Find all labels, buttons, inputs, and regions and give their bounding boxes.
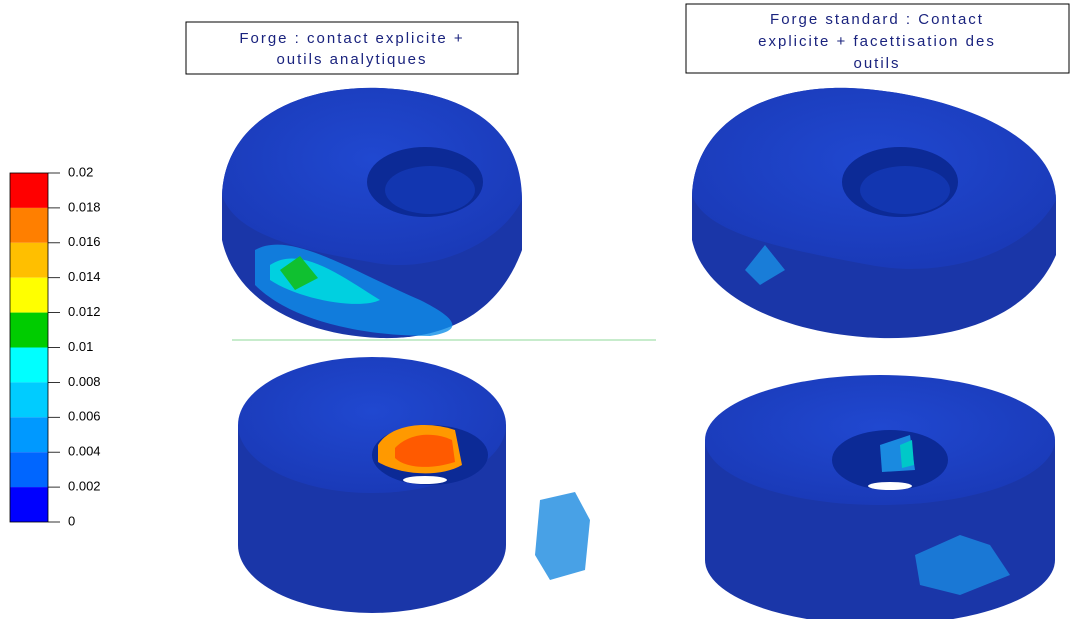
color-band <box>10 277 48 313</box>
panel-title: Forge : contact explicite + <box>239 30 464 47</box>
tick-label: 0.02 <box>68 164 93 179</box>
tick-label: 0.01 <box>68 339 93 354</box>
color-band <box>10 382 48 418</box>
disk-bottom-right <box>705 375 1055 624</box>
panel-title: outils <box>853 55 900 72</box>
tick-label: 0.014 <box>68 269 101 284</box>
title-box <box>185 21 519 75</box>
color-scale: 0.02 0.018 0.016 0.014 0.012 0.01 0.008 0.006 0.… <box>9 164 101 528</box>
tick-label: 0.004 <box>68 444 101 459</box>
tick-label: 0.002 <box>68 479 101 494</box>
disk-bottom-left <box>238 357 590 613</box>
color-band <box>10 487 48 522</box>
tick-label: 0.012 <box>68 304 101 319</box>
panel-title: Forge standard : Contact <box>770 11 984 28</box>
color-band <box>10 207 48 243</box>
panel-title: explicite + facettisation des <box>758 33 996 50</box>
tick-label: 0.008 <box>68 374 101 389</box>
tick-label: 0.016 <box>68 234 101 249</box>
title-box <box>685 3 1070 74</box>
disk-top-right <box>692 87 1056 339</box>
disk-top-left <box>222 87 522 339</box>
color-band <box>10 417 48 453</box>
color-band <box>10 312 48 348</box>
panel-title: outils analytiques <box>276 51 427 68</box>
color-band <box>10 242 48 278</box>
color-band <box>10 452 48 488</box>
tick-label: 0.018 <box>68 199 101 214</box>
color-band <box>10 347 48 383</box>
color-band <box>10 173 48 208</box>
tick-label: 0 <box>68 513 75 528</box>
tick-label: 0.006 <box>68 409 101 424</box>
